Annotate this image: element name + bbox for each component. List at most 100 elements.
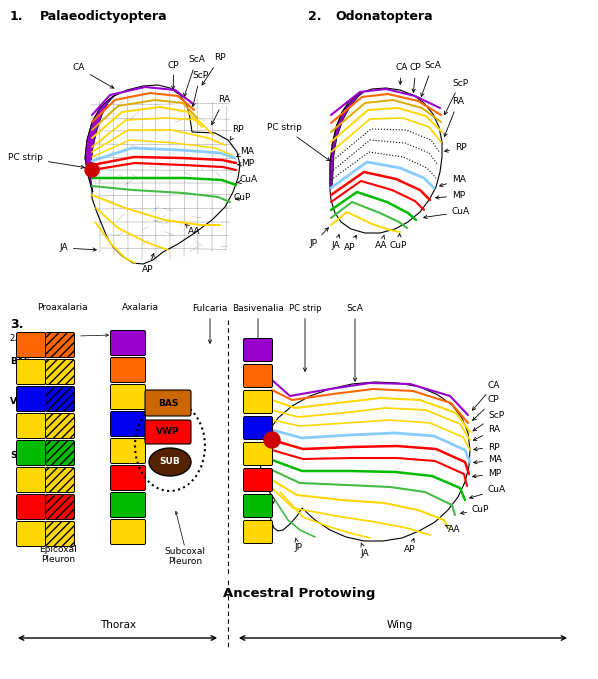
FancyBboxPatch shape [45,494,75,519]
Text: CA: CA [472,380,501,410]
FancyBboxPatch shape [45,359,75,384]
Text: CuA: CuA [237,175,258,185]
Text: AP: AP [344,235,356,251]
Text: 2.: 2. [308,10,322,23]
Text: JP: JP [294,538,302,553]
Text: RA: RA [212,96,230,125]
FancyBboxPatch shape [243,469,273,492]
FancyBboxPatch shape [111,358,145,382]
Text: Ancestral Protowing: Ancestral Protowing [223,587,375,600]
Text: Odonatoptera: Odonatoptera [335,10,432,23]
Text: CP: CP [168,60,179,90]
Text: SUB: SUB [160,458,181,466]
Text: RP: RP [445,143,466,153]
Text: ScA: ScA [184,56,205,96]
Text: 2Ax body: 2Ax body [10,334,50,343]
Text: CA: CA [395,64,407,84]
FancyBboxPatch shape [17,494,45,519]
FancyBboxPatch shape [243,416,273,439]
Text: CuP: CuP [390,234,407,249]
Text: CP: CP [472,395,499,420]
Text: Palaeodictyoptera: Palaeodictyoptera [40,10,167,23]
FancyBboxPatch shape [45,441,75,466]
Text: MP: MP [472,469,501,479]
Text: CP: CP [410,64,422,92]
FancyBboxPatch shape [17,468,45,492]
Text: Basivenalia: Basivenalia [232,304,284,354]
Text: BAS: BAS [10,356,30,365]
FancyBboxPatch shape [243,339,273,361]
Text: CA: CA [72,64,114,88]
FancyBboxPatch shape [111,411,145,437]
Text: RP: RP [474,443,499,452]
Text: RA: RA [444,98,464,136]
Text: JP: JP [309,227,328,249]
Text: RP: RP [230,126,243,140]
Text: PC strip: PC strip [8,153,84,168]
FancyBboxPatch shape [111,439,145,464]
FancyBboxPatch shape [17,414,45,439]
Text: JA: JA [332,234,340,251]
Circle shape [85,163,99,177]
FancyBboxPatch shape [45,468,75,492]
Text: PC strip: PC strip [289,304,321,371]
Text: CuP: CuP [460,505,489,515]
Text: MP: MP [436,191,465,200]
Text: MA: MA [237,147,254,157]
FancyBboxPatch shape [243,390,273,414]
FancyBboxPatch shape [45,414,75,439]
FancyBboxPatch shape [111,519,145,545]
FancyBboxPatch shape [17,441,45,466]
Text: VWP: VWP [10,397,33,407]
Text: ScP: ScP [192,71,208,107]
Text: MP: MP [238,158,254,168]
FancyBboxPatch shape [17,359,45,384]
Text: CuP: CuP [234,194,251,202]
Text: ScP: ScP [444,79,468,115]
FancyBboxPatch shape [45,386,75,411]
Text: JA: JA [361,543,370,557]
Text: Fulcaria: Fulcaria [193,304,228,344]
Text: BAS: BAS [158,399,178,407]
Polygon shape [260,382,470,541]
Polygon shape [330,91,365,188]
Text: AA: AA [445,525,460,534]
Text: CuA: CuA [469,485,506,498]
FancyBboxPatch shape [243,521,273,543]
Text: Wing: Wing [387,620,413,630]
FancyBboxPatch shape [17,521,45,547]
Text: RA: RA [474,426,500,441]
Text: MA: MA [474,456,502,464]
FancyBboxPatch shape [243,443,273,466]
Text: ScA: ScA [421,62,441,96]
FancyBboxPatch shape [17,333,45,358]
Text: Axalaria: Axalaria [121,303,158,312]
FancyBboxPatch shape [111,492,145,517]
Text: ScP: ScP [473,411,504,431]
Circle shape [264,432,280,448]
Text: Epicoxal
Pleuron: Epicoxal Pleuron [39,545,77,564]
Text: 1.: 1. [10,10,23,23]
FancyBboxPatch shape [111,466,145,490]
Text: AA: AA [375,235,388,249]
FancyBboxPatch shape [17,386,45,411]
Polygon shape [85,85,240,264]
FancyBboxPatch shape [145,390,191,416]
Text: 3.: 3. [10,318,23,331]
FancyBboxPatch shape [243,494,273,517]
Text: VWP: VWP [156,428,180,437]
Text: Thorax: Thorax [100,620,136,630]
Text: CuA: CuA [423,208,470,219]
Text: RP: RP [202,54,225,85]
FancyBboxPatch shape [45,333,75,358]
Text: Proaxalaria: Proaxalaria [36,303,87,312]
Text: SUB: SUB [10,452,30,460]
FancyBboxPatch shape [45,521,75,547]
Text: AP: AP [404,538,416,555]
Text: MA: MA [440,175,466,187]
Polygon shape [85,95,115,192]
Text: PC strip: PC strip [267,124,330,161]
Text: AP: AP [142,253,154,274]
Text: AA: AA [185,225,200,236]
Polygon shape [330,88,442,233]
